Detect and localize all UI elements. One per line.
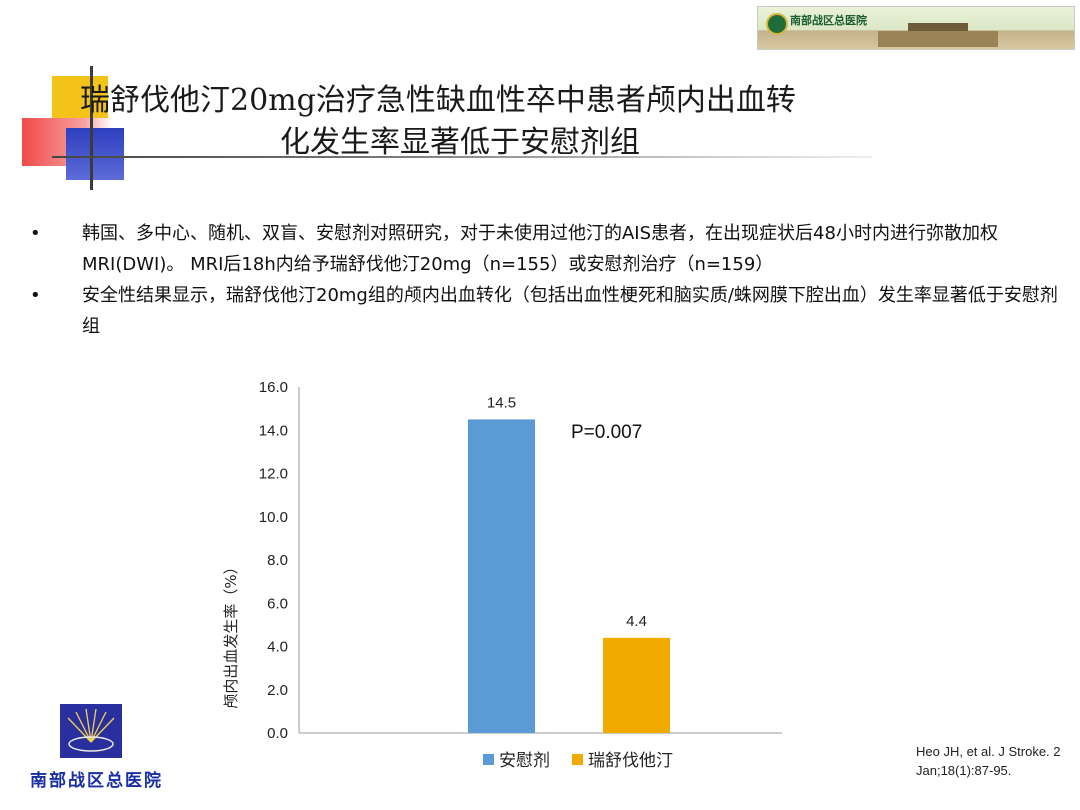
bullet-item: • 安全性结果显示，瑞舒伐他汀20mg组的颅内出血转化（包括出血性梗死和脑实质/… (30, 280, 1070, 342)
legend-swatch (572, 754, 583, 765)
data-label: 4.4 (626, 613, 647, 630)
hospital-header-logo: 南部战区总医院 (757, 6, 1075, 50)
footer-logo-text: 南部战区总医院 (30, 771, 163, 791)
legend-label: 瑞舒伐他汀 (588, 751, 673, 771)
legend-swatch (483, 754, 494, 765)
bullet-dot: • (30, 223, 41, 244)
citation-line-2: Jan;18(1):87-95. (916, 763, 1012, 778)
bar-placebo (468, 419, 535, 733)
hospital-seal-icon (766, 13, 788, 35)
y-tick-label: 0.0 (267, 725, 288, 742)
title-line-2: 化发生率显著低于安慰剂组 (280, 125, 640, 160)
p-value-annotation: P=0.007 (571, 422, 642, 443)
y-tick-label: 16.0 (259, 379, 288, 396)
hospital-emblem-icon (60, 704, 122, 758)
bullet-text: 安全性结果显示，瑞舒伐他汀20mg组的颅内出血转化（包括出血性梗死和脑实质/蛛网… (82, 285, 1058, 337)
bullet-list: • 韩国、多中心、随机、双盲、安慰剂对照研究，对于未使用过他汀的AIS患者，在出… (30, 218, 1070, 342)
citation: Heo JH, et al. J Stroke. 2 Jan;18(1):87-… (916, 742, 1080, 780)
y-tick-label: 8.0 (267, 552, 288, 569)
data-label: 14.5 (487, 394, 516, 411)
header-logo-text: 南部战区总医院 (790, 14, 867, 27)
data-labels: 14.5 4.4 (487, 394, 647, 629)
legend-label: 安慰剂 (499, 751, 550, 771)
y-tick-labels: 0.0 2.0 4.0 6.0 8.0 10.0 12.0 14.0 16.0 (259, 379, 288, 742)
y-axis-label: 颅内出血发生率（%） (222, 559, 240, 708)
title-line-1: 瑞舒伐他汀20mg治疗急性缺血性卒中患者颅内出血转 (80, 83, 796, 118)
bullet-dot: • (30, 285, 41, 306)
bar-rosuvastatin (603, 637, 670, 733)
y-tick-label: 12.0 (259, 466, 288, 483)
y-tick-label: 10.0 (259, 509, 288, 526)
citation-line-1: Heo JH, et al. J Stroke. 2 (916, 744, 1061, 759)
legend: 安慰剂 瑞舒伐他汀 (483, 751, 673, 771)
y-tick-label: 14.0 (259, 422, 288, 439)
bullet-text: 韩国、多中心、随机、双盲、安慰剂对照研究，对于未使用过他汀的AIS患者，在出现症… (82, 223, 998, 275)
y-axis (298, 387, 782, 734)
y-tick-label: 4.0 (267, 639, 288, 656)
bar-chart: 0.02.04.06.08.010.012.014.016.0 14.54.4 … (222, 379, 782, 771)
slide-title: 瑞舒伐他汀20mg治疗急性缺血性卒中患者颅内出血转 化发生率显著低于安慰剂组 (80, 80, 940, 164)
bars (468, 419, 670, 733)
bullet-item: • 韩国、多中心、随机、双盲、安慰剂对照研究，对于未使用过他汀的AIS患者，在出… (30, 218, 1070, 280)
y-tick-label: 6.0 (267, 595, 288, 612)
y-tick-label: 2.0 (267, 682, 288, 699)
